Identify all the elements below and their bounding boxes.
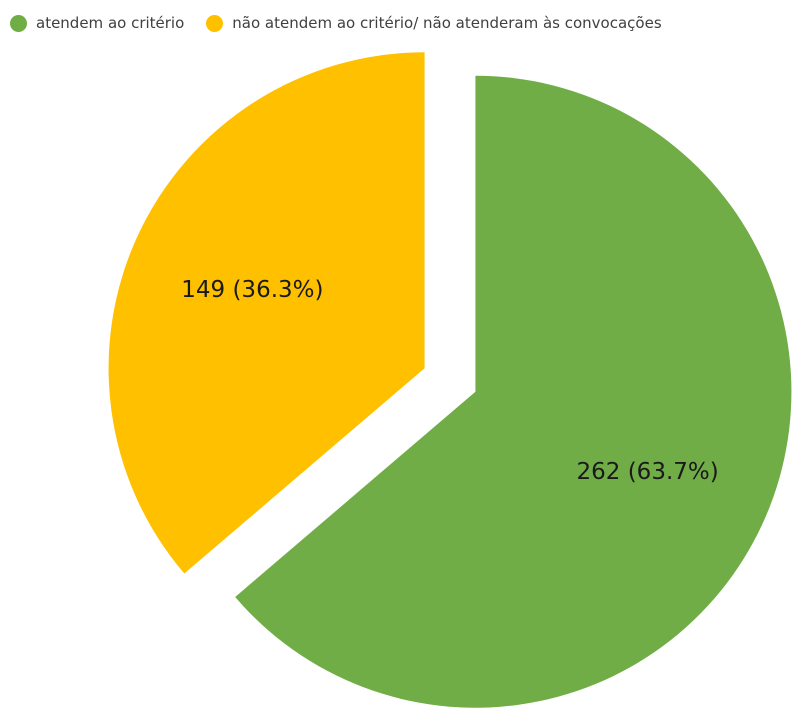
chart-legend: atendem ao critério não atendem ao crité… (10, 11, 662, 35)
data-label-nao-atendem: 149 (36.3%) (181, 277, 323, 303)
legend-label-nao-atendem: não atendem ao critério/ não atenderam à… (232, 14, 662, 32)
data-label-atendem: 262 (63.7%) (577, 459, 719, 485)
legend-marker-nao-atendem (206, 14, 224, 32)
pie-slice-nao-atendem[interactable] (108, 52, 425, 574)
pie-slice-atendem[interactable] (235, 75, 792, 708)
legend-label-atendem: atendem ao critério (36, 14, 185, 32)
legend-item-nao-atendem[interactable]: não atendem ao critério/ não atenderam à… (206, 14, 662, 32)
legend-item-atendem[interactable]: atendem ao critério (10, 14, 184, 32)
legend-marker-atendem (10, 14, 27, 32)
